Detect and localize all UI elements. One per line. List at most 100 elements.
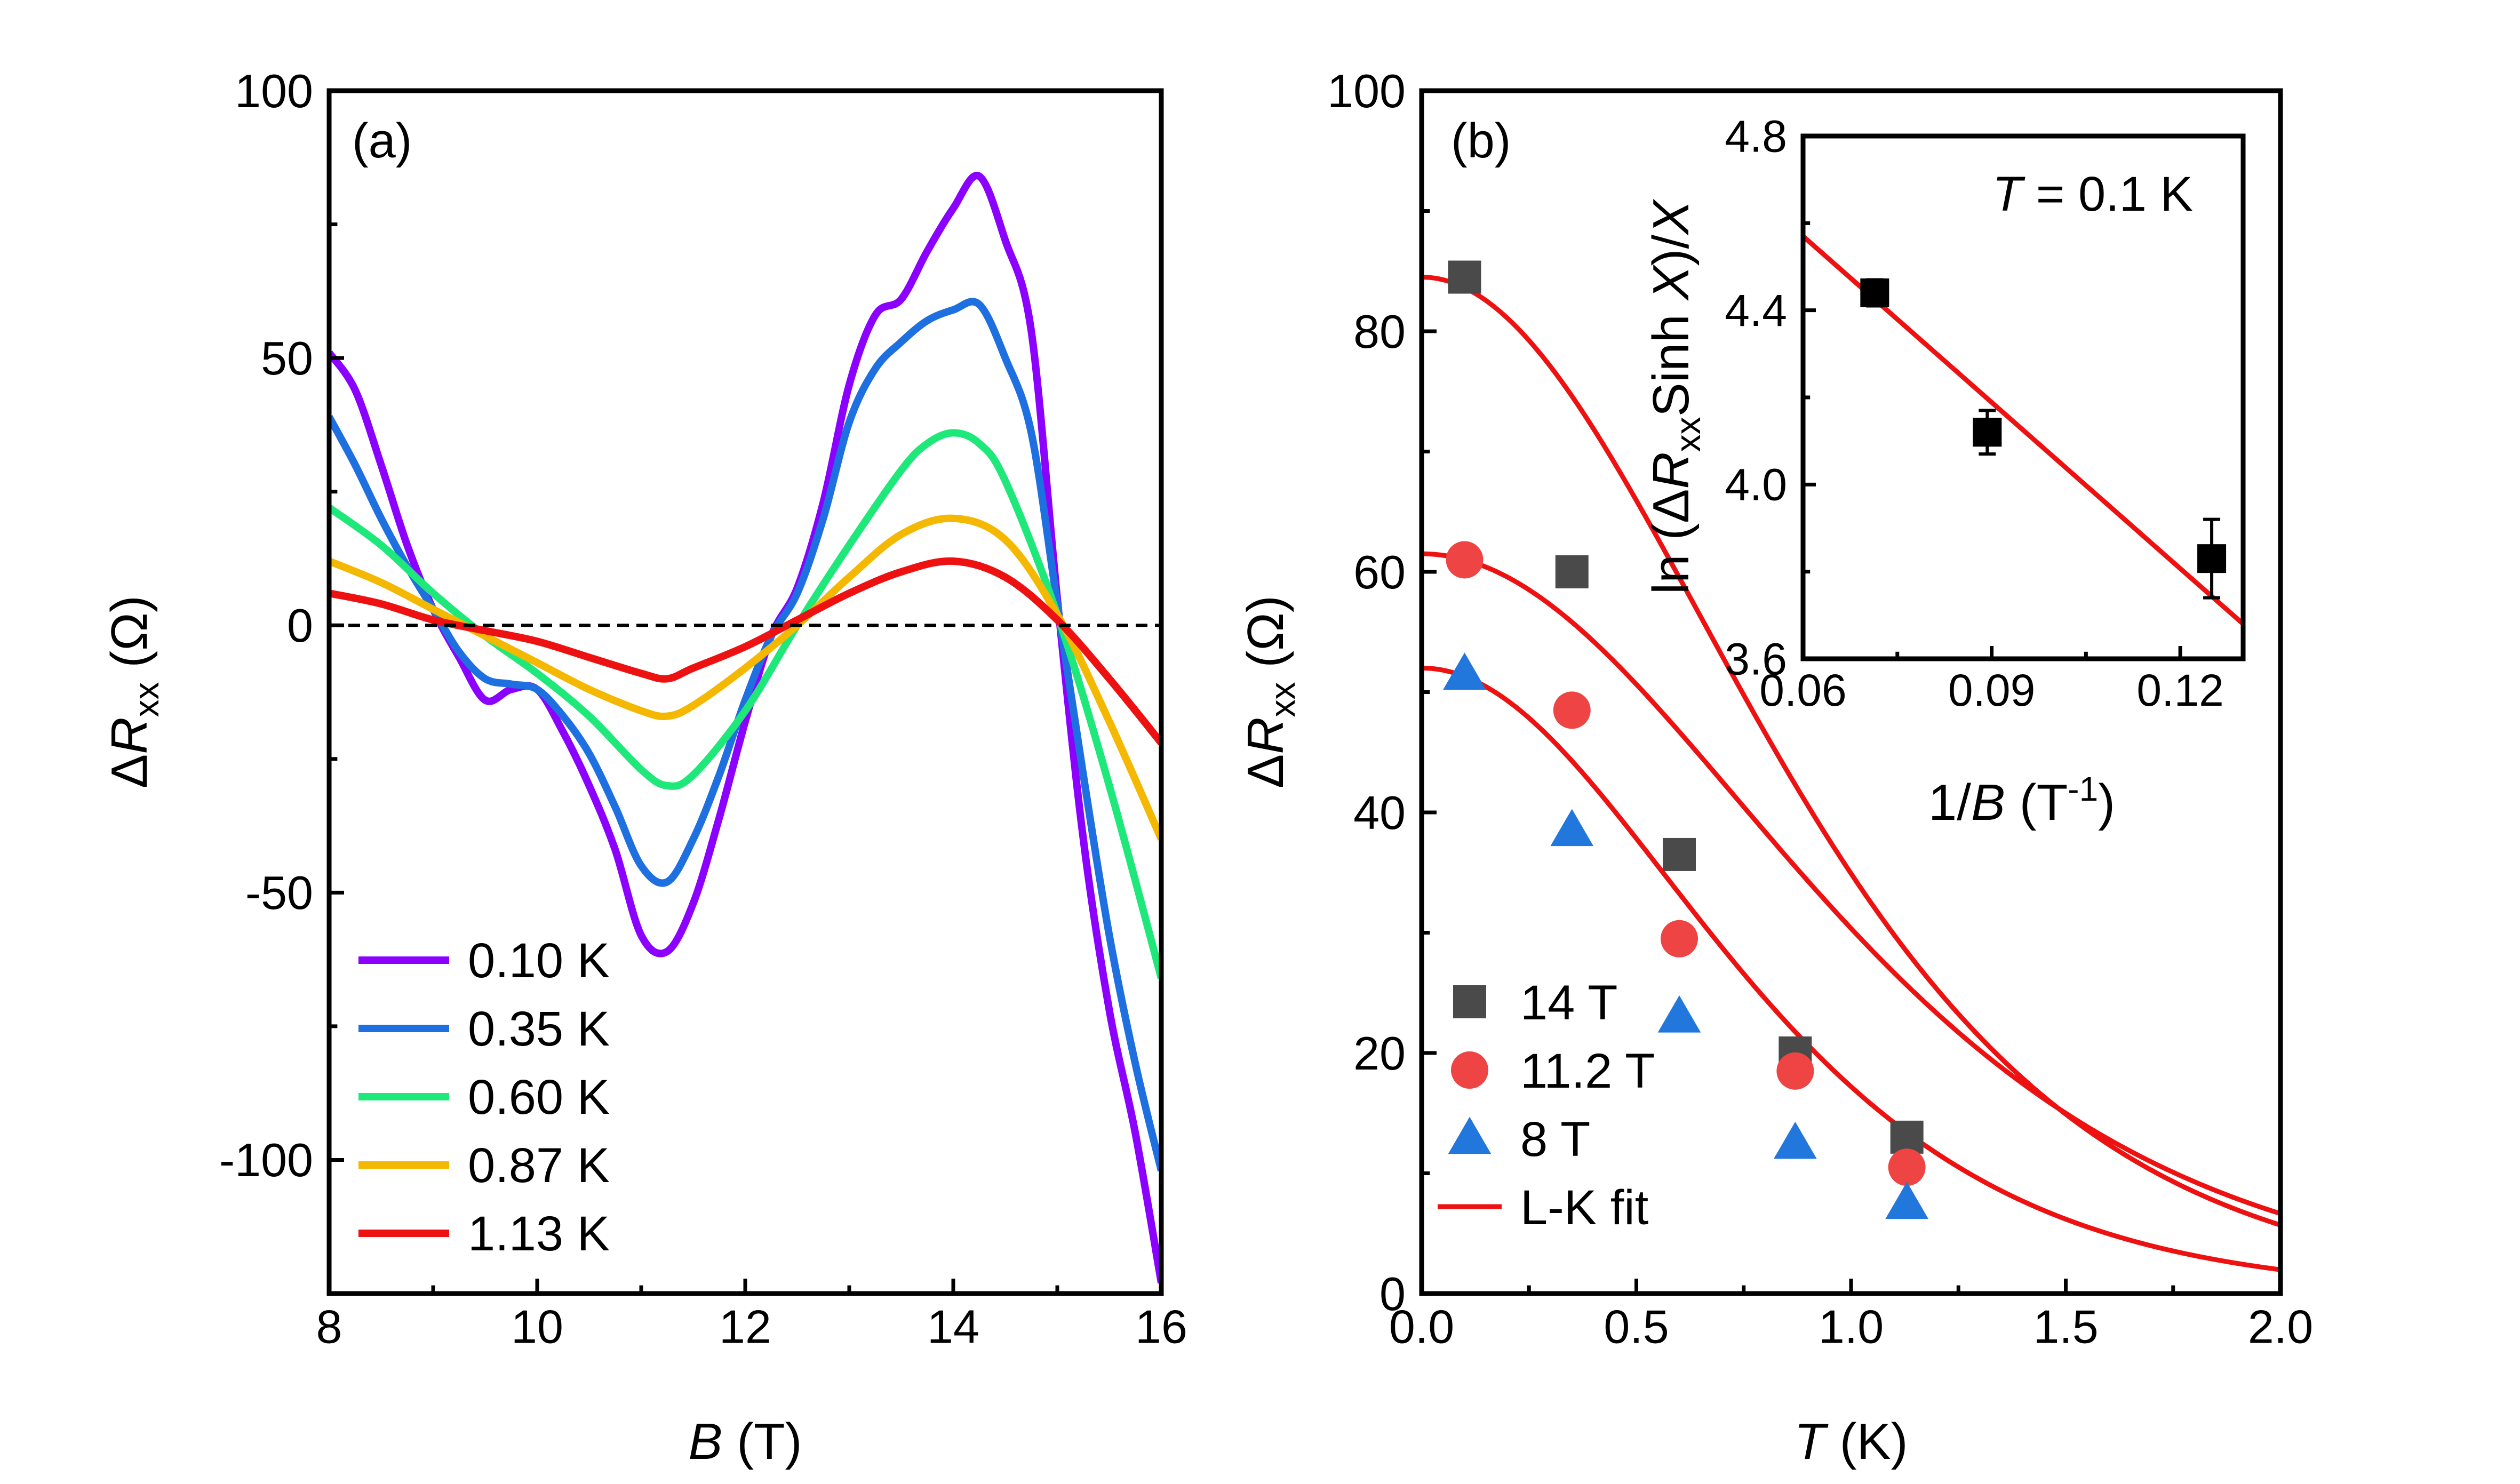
- legend-label: 0.87 K: [468, 1138, 610, 1193]
- data-point-triangle: [1657, 995, 1701, 1033]
- fit-curve-8: [1421, 665, 2281, 1272]
- y-tick-label: 0: [1379, 1267, 1406, 1320]
- series-line-087: [329, 514, 1161, 841]
- data-point-circle: [1661, 920, 1698, 958]
- inset-point: [1973, 418, 2002, 447]
- panel-a-ylabel-sub: xx: [126, 682, 166, 717]
- x-tick-label: 2.0: [2248, 1300, 2313, 1353]
- panel-a-xlabel-unit: (T): [722, 1413, 802, 1470]
- legend-marker-triangle: [1448, 1116, 1492, 1154]
- inset-annotation-value: = 0.1 K: [2022, 167, 2193, 221]
- y-tick-label: 40: [1353, 786, 1406, 839]
- y-tick-label: -100: [219, 1134, 313, 1186]
- y-tick-label: 100: [1327, 65, 1406, 117]
- panel-b-xlabel-unit: (K): [1825, 1413, 1908, 1470]
- legend-label: 0.60 K: [468, 1070, 610, 1124]
- data-point-square: [1555, 555, 1589, 588]
- inset-y-axis-label: ln (ΔRxxSinh X)/X: [1642, 198, 1708, 594]
- x-tick-label: 0.06: [1759, 665, 1847, 715]
- panel-b-ylabel-delta: Δ: [1237, 754, 1294, 788]
- data-point-triangle: [1550, 809, 1594, 847]
- panel-b-fit-curves: [1421, 275, 2282, 1272]
- panel-a-y-axis-label: ΔRxx (Ω): [101, 595, 166, 788]
- panel-b-label: (b): [1451, 114, 1511, 168]
- x-tick-label: 12: [719, 1300, 771, 1353]
- series-line-035: [329, 298, 1161, 1172]
- x-tick-label: 10: [511, 1300, 563, 1353]
- y-tick-label: 20: [1353, 1027, 1406, 1080]
- y-tick-label: 60: [1353, 546, 1406, 599]
- panel-b-y-axis-label: ΔRxx (Ω): [1237, 595, 1302, 788]
- panel-a-ticks: 8 10 12 14 16 -100 -50 0 50 100: [219, 65, 1187, 1353]
- data-point-circle: [1446, 541, 1484, 579]
- panel-a-ylabel-delta: Δ: [101, 754, 158, 788]
- series-line-060: [329, 429, 1161, 979]
- y-tick-label: 4.8: [1725, 111, 1787, 161]
- panel-b-ylabel-var: R: [1237, 717, 1294, 754]
- inset-xlabel-sup: -1: [2068, 770, 2098, 808]
- data-point-triangle: [1885, 1182, 1929, 1219]
- legend-marker-circle: [1451, 1051, 1488, 1089]
- inset-ylabel-var2: X: [1642, 264, 1700, 301]
- panel-b-inset: 0.06 0.09 0.12 3.6 4.0 4.4 4.8 T = 0.1 K 1/B (…: [1642, 111, 2246, 831]
- panel-a-x-axis-label: B (T): [688, 1413, 802, 1470]
- inset-annotation-var: T: [1992, 167, 2025, 221]
- x-tick-label: 0.09: [1948, 665, 2036, 715]
- legend-label: 0.10 K: [468, 934, 610, 988]
- panel-b: 0.0 0.5 1.0 1.5 2.0 0 20 40 60 80 100 (b) T (K) ΔR…: [1237, 65, 2313, 1470]
- panel-a-ylabel-unit: (Ω): [101, 595, 158, 682]
- y-tick-label: -50: [245, 866, 313, 919]
- panel-b-ylabel-unit: (Ω): [1237, 595, 1294, 682]
- y-tick-label: 4.4: [1725, 285, 1787, 336]
- panel-b-points: [1443, 260, 1929, 1219]
- y-tick-label: 0: [287, 599, 313, 652]
- x-tick-label: 1.5: [2033, 1300, 2098, 1353]
- data-point-circle: [1553, 691, 1591, 729]
- legend-label: 14 T: [1520, 976, 1617, 1030]
- data-point-square: [1663, 837, 1696, 871]
- panel-b-frame: [1419, 88, 2283, 1296]
- panel-a: 8 10 12 14 16 -100 -50 0 50 100 (a) B (T) ΔRxx (Ω…: [101, 65, 1187, 1470]
- inset-frame: [1800, 133, 2246, 661]
- inset-x-axis-label: 1/B (T-1): [1928, 770, 2115, 831]
- inset-annotation: T = 0.1 K: [1992, 167, 2193, 221]
- y-tick-label: 3.6: [1725, 634, 1787, 684]
- x-tick-label: 0.5: [1604, 1300, 1669, 1353]
- panel-a-legend: 0.10 K 0.35 K 0.60 K 0.87 K 1.13 K: [358, 934, 610, 1261]
- inset-ylabel-pre: ln (Δ: [1642, 489, 1700, 594]
- x-tick-label: 14: [927, 1300, 979, 1353]
- data-point-circle: [1888, 1148, 1926, 1186]
- data-point-triangle: [1773, 1121, 1817, 1159]
- inset-ylabel-mid: Sinh: [1642, 300, 1700, 417]
- legend-marker-square: [1453, 985, 1486, 1018]
- inset-point: [1860, 278, 1889, 307]
- x-tick-label: 0.12: [2136, 665, 2224, 715]
- data-point-triangle: [1443, 652, 1486, 690]
- x-tick-label: 0.0: [1389, 1300, 1454, 1353]
- inset-ylabel-sub: xx: [1668, 417, 1708, 452]
- panel-a-xlabel-var: B: [688, 1413, 722, 1470]
- y-tick-label: 80: [1353, 305, 1406, 358]
- legend-label: 0.35 K: [468, 1002, 610, 1056]
- legend-label: 11.2 T: [1520, 1044, 1655, 1098]
- x-tick-label: 8: [316, 1300, 342, 1353]
- legend-label-fit: L-K fit: [1520, 1180, 1648, 1235]
- inset-ylabel-var3: X: [1642, 198, 1700, 236]
- panel-a-curves: [329, 172, 1161, 1284]
- y-tick-label: 4.0: [1725, 460, 1787, 510]
- fit-curve-112: [1421, 551, 2282, 1216]
- panel-a-frame: [326, 88, 1164, 1296]
- x-tick-label: 16: [1135, 1300, 1187, 1353]
- inset-xlabel-close: ): [2098, 774, 2115, 831]
- inset-xlabel-var: B: [1971, 774, 2005, 831]
- data-point-circle: [1776, 1052, 1814, 1090]
- fit-curve-14: [1421, 275, 2282, 1227]
- legend-label: 8 T: [1520, 1112, 1590, 1167]
- inset-points: [1860, 278, 2227, 600]
- x-tick-label: 1.0: [1819, 1300, 1884, 1353]
- panel-a-label: (a): [352, 114, 412, 168]
- data-point-square: [1890, 1120, 1924, 1154]
- inset-point: [2197, 544, 2227, 573]
- y-tick-label: 100: [235, 65, 313, 117]
